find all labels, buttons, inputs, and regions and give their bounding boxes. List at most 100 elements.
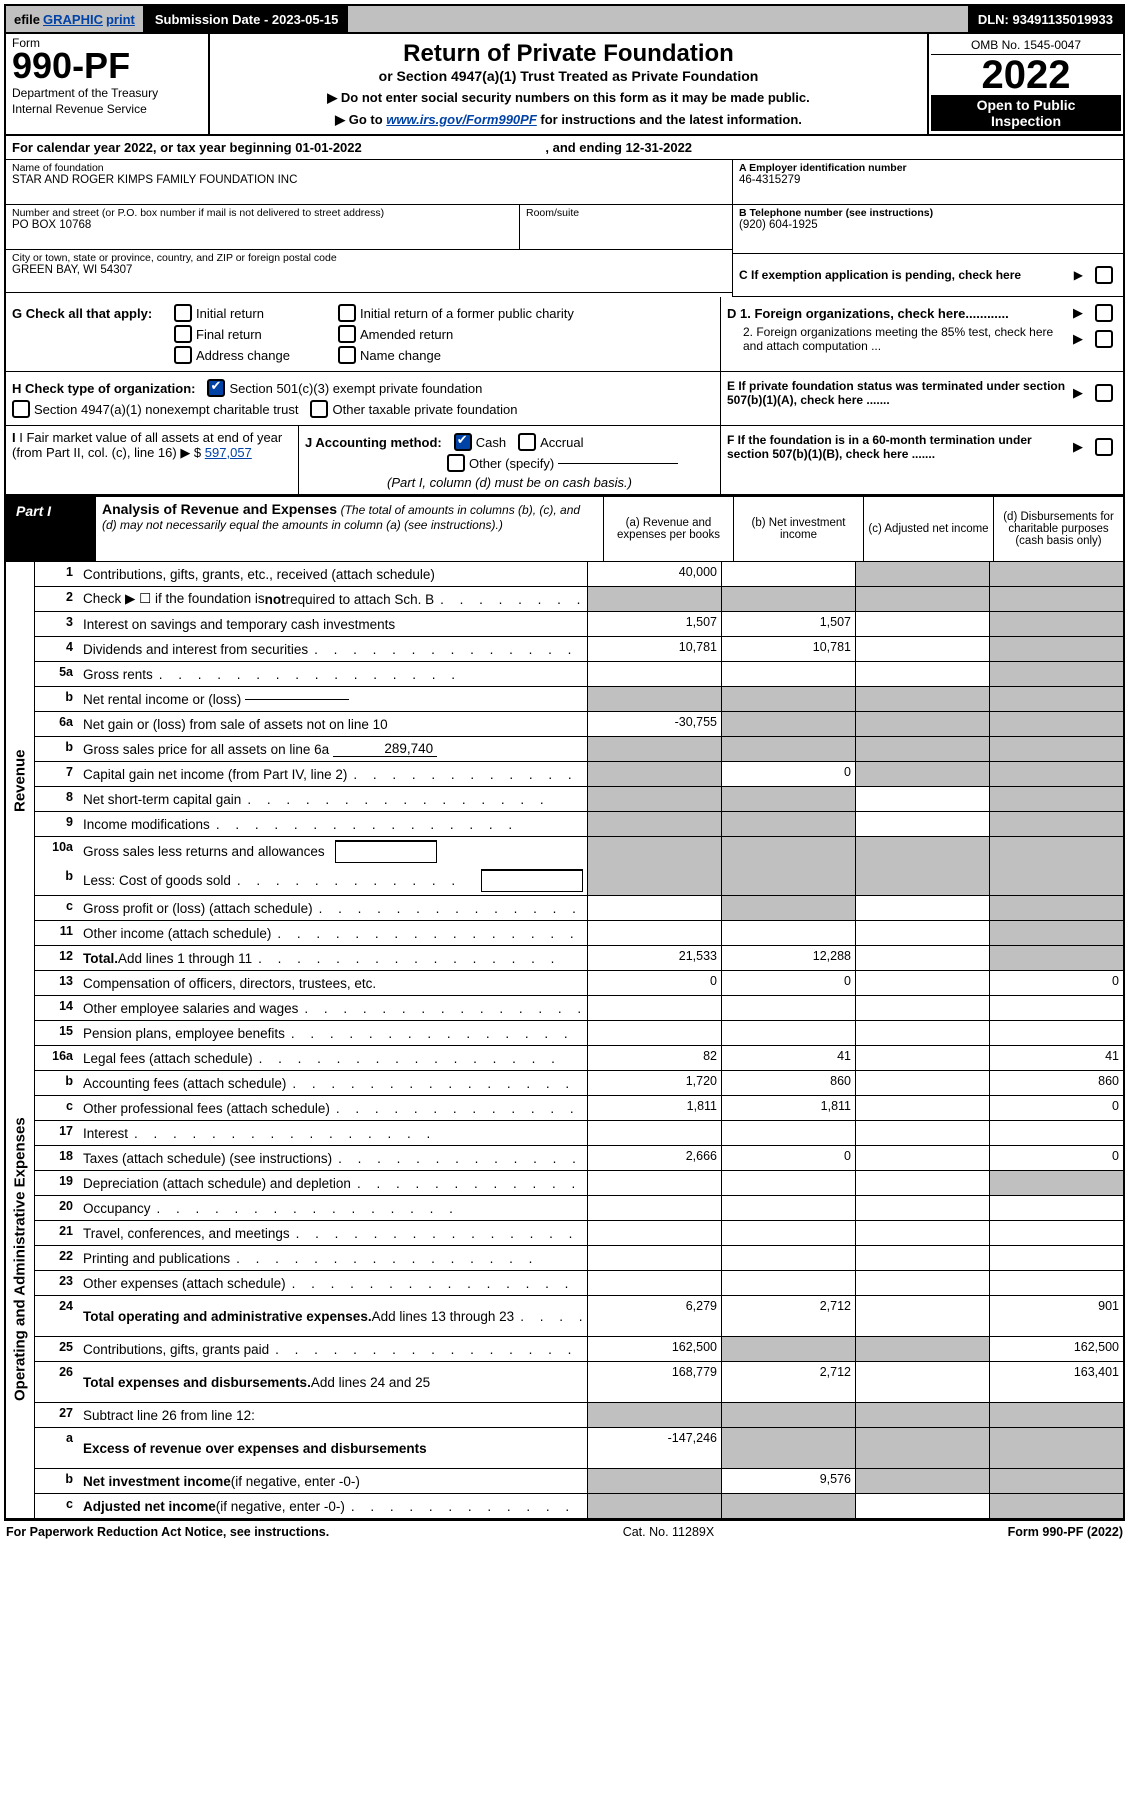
efile-graphic-link[interactable]: GRAPHIC (43, 12, 103, 27)
col-a: 0 (587, 971, 721, 995)
g-final-return-checkbox[interactable] (174, 325, 192, 343)
line-desc: Other income (attach schedule) . . . . .… (79, 921, 587, 945)
col-b (721, 1221, 855, 1245)
col-c (855, 971, 989, 995)
j-other: Other (specify) (469, 456, 554, 471)
col-b (721, 921, 855, 945)
line-25: 25 Contributions, gifts, grants paid . .… (35, 1337, 1123, 1362)
line-num: 24 (35, 1296, 79, 1336)
col-b: 10,781 (721, 637, 855, 661)
col-a: 168,779 (587, 1362, 721, 1402)
tel-label: B Telephone number (see instructions) (739, 207, 1117, 219)
e-checkbox[interactable] (1095, 384, 1113, 402)
j-cash-checkbox[interactable] (454, 433, 472, 451)
col-b (721, 737, 855, 761)
line-num: 27 (35, 1403, 79, 1427)
line-desc: Travel, conferences, and meetings . . . … (79, 1221, 587, 1245)
form-title: Return of Private Foundation (216, 40, 921, 68)
tel-cell: B Telephone number (see instructions) (9… (733, 205, 1123, 254)
f-checkbox[interactable] (1095, 438, 1113, 456)
footer-left: For Paperwork Reduction Act Notice, see … (6, 1525, 329, 1539)
g-name-change-checkbox[interactable] (338, 346, 356, 364)
line-desc: Depreciation (attach schedule) and deple… (79, 1171, 587, 1195)
line-num: 1 (35, 562, 79, 586)
city-cell: City or town, state or province, country… (6, 250, 732, 293)
line-desc: Total. Add lines 1 through 11 . . . . . … (79, 946, 587, 970)
line-desc: Gross profit or (loss) (attach schedule)… (79, 896, 587, 920)
line-5a: 5a Gross rents . . . . . . . . . . . . .… (35, 662, 1123, 687)
line-num: 22 (35, 1246, 79, 1270)
line-num: 20 (35, 1196, 79, 1220)
calendar-year-row: For calendar year 2022, or tax year begi… (4, 136, 1125, 160)
col-a (587, 787, 721, 811)
dots: . . . . . . . . . . . . . . . . (314, 642, 583, 657)
g-address-change-checkbox[interactable] (174, 346, 192, 364)
line-num: c (35, 1494, 79, 1518)
note2-pre: ▶ Go to (335, 112, 386, 127)
d2-checkbox[interactable] (1095, 330, 1113, 348)
line-desc: Other expenses (attach schedule) . . . .… (79, 1271, 587, 1295)
dots: . . . . . . . . . . . . . . . . (296, 1226, 583, 1241)
cal-mid: , and ending (545, 140, 625, 155)
col-b-header: (b) Net investment income (734, 497, 864, 561)
j-accrual: Accrual (540, 435, 583, 450)
line-num: 9 (35, 812, 79, 836)
line-7: 7 Capital gain net income (from Part IV,… (35, 762, 1123, 787)
dots: . . . . . . . . . . . . . . . . (353, 767, 583, 782)
line-desc: Interest . . . . . . . . . . . . . . . . (79, 1121, 587, 1145)
col-a (587, 1246, 721, 1270)
line-18: 18 Taxes (attach schedule) (see instruct… (35, 1146, 1123, 1171)
inset-box (335, 840, 437, 863)
j-other-checkbox[interactable] (447, 454, 465, 472)
col-c (855, 1221, 989, 1245)
g-initial-return-checkbox[interactable] (174, 304, 192, 322)
g-initial-former-checkbox[interactable] (338, 304, 356, 322)
line-b: b Net rental income or (loss) (35, 687, 1123, 712)
col-c (855, 562, 989, 586)
h-other-checkbox[interactable] (310, 400, 328, 418)
line-desc: Net gain or (loss) from sale of assets n… (79, 712, 587, 736)
line-num: 18 (35, 1146, 79, 1170)
dots: . . . . . . . . . . . . . . . . (275, 1342, 583, 1357)
i-value[interactable]: 597,057 (205, 445, 252, 460)
col-a: -147,246 (587, 1428, 721, 1468)
form-instructions-link[interactable]: www.irs.gov/Form990PF (386, 112, 537, 127)
col-a: 82 (587, 1046, 721, 1070)
h-4947-checkbox[interactable] (12, 400, 30, 418)
h-501c3-checkbox[interactable] (207, 379, 225, 397)
col-d (989, 662, 1123, 686)
dots: . . . . . . . . . . . . . . . . (304, 1001, 583, 1016)
col-b (721, 1428, 855, 1468)
col-b (721, 866, 855, 895)
col-b (721, 1246, 855, 1270)
col-d (989, 837, 1123, 866)
d1-checkbox[interactable] (1095, 304, 1113, 322)
exemption-checkbox[interactable] (1095, 266, 1113, 284)
ein-label: A Employer identification number (739, 162, 1117, 174)
cal-end: 12-31-2022 (626, 140, 693, 155)
part-1-table: Revenue Operating and Administrative Exp… (4, 562, 1125, 1521)
city-label: City or town, state or province, country… (12, 252, 726, 264)
e-label: E If private foundation status was termi… (727, 379, 1073, 407)
col-c (855, 1071, 989, 1095)
col-d (989, 1246, 1123, 1270)
g-address-change: Address change (196, 348, 326, 363)
dots: . . . . . . . . . . . . . . . . (338, 1151, 583, 1166)
form-number: 990-PF (12, 48, 202, 84)
line-desc: Contributions, gifts, grants paid . . . … (79, 1337, 587, 1361)
line-c: c Gross profit or (loss) (attach schedul… (35, 896, 1123, 921)
col-c (855, 637, 989, 661)
efile-print-link[interactable]: print (106, 12, 135, 27)
g-amended-checkbox[interactable] (338, 325, 356, 343)
col-a (587, 1403, 721, 1427)
col-b (721, 1121, 855, 1145)
street-cell: Number and street (or P.O. box number if… (6, 205, 520, 249)
col-c (855, 1196, 989, 1220)
line-desc: Dividends and interest from securities .… (79, 637, 587, 661)
dots: . . . . . . . . . . . . . . . . (351, 1499, 583, 1514)
j-accrual-checkbox[interactable] (518, 433, 536, 451)
entity-right: A Employer identification number 46-4315… (733, 160, 1123, 297)
line-3: 3 Interest on savings and temporary cash… (35, 612, 1123, 637)
col-a (587, 587, 721, 611)
line-26: 26 Total expenses and disbursements. Add… (35, 1362, 1123, 1403)
